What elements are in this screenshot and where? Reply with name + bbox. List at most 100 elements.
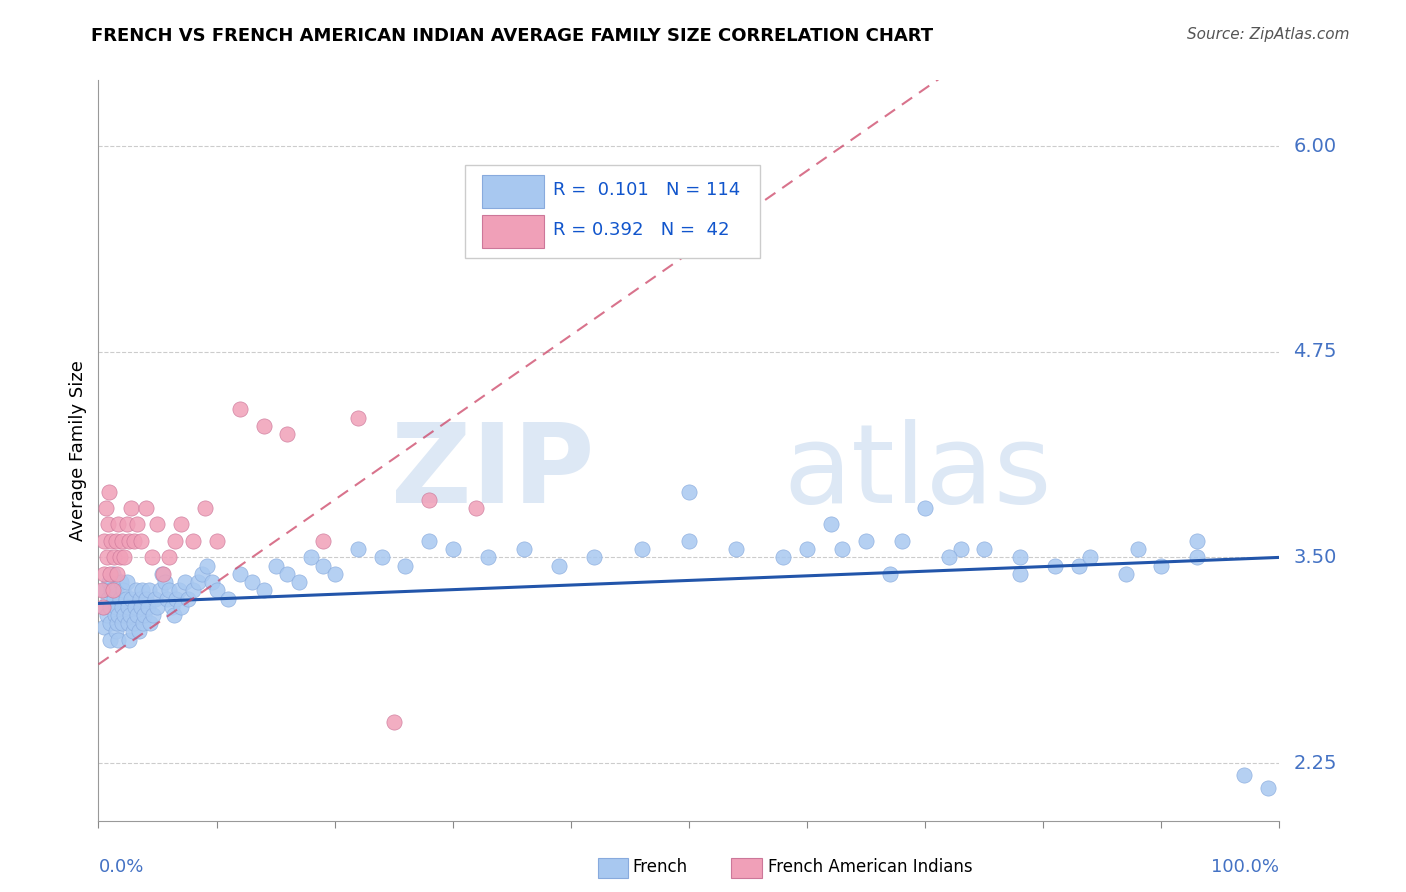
Point [121,501,143,516]
Point [1257,780,1279,795]
Point [108,550,131,565]
Point [93,566,115,581]
Point [418,492,440,507]
Point [1185,533,1208,548]
Point [127,517,149,532]
Point [93,533,115,548]
Point [217,591,239,606]
Point [177,591,200,606]
Point [879,566,901,581]
Point [548,558,571,573]
Text: 0.0%: 0.0% [98,858,143,876]
Point [135,501,157,516]
Text: 100.0%: 100.0% [1212,858,1279,876]
Point [157,550,180,565]
Point [229,566,252,581]
Point [91,599,114,614]
Point [229,402,252,417]
Point [583,550,606,565]
Point [122,616,145,631]
Point [855,533,877,548]
Point [156,591,179,606]
Point [146,517,169,532]
Point [135,591,157,606]
Point [323,566,346,581]
Point [167,583,190,598]
Point [121,624,143,639]
Point [110,575,132,590]
Point [104,607,127,622]
Point [91,583,114,598]
Text: 6.00: 6.00 [1294,136,1337,155]
Point [105,624,128,639]
Point [127,607,149,622]
Point [105,566,128,581]
Point [111,616,134,631]
Point [132,616,155,631]
Point [94,501,117,516]
Point [129,599,152,614]
Point [128,591,150,606]
Text: French: French [633,858,688,876]
Point [129,533,152,548]
Point [725,542,748,557]
Point [831,542,853,557]
Point [477,550,499,565]
Point [111,533,134,548]
Point [107,517,129,532]
Point [181,533,204,548]
Point [1080,550,1102,565]
Point [465,501,488,516]
Point [170,517,193,532]
Point [139,616,162,631]
Point [98,575,121,590]
Point [149,583,172,598]
Point [101,566,124,581]
Point [1126,542,1149,557]
Point [194,501,217,516]
Point [205,533,228,548]
Point [264,558,287,573]
Point [96,607,118,622]
Point [299,550,322,565]
Point [441,542,464,557]
Point [105,533,128,548]
Point [253,583,276,598]
Point [276,566,298,581]
Point [114,591,136,606]
Point [105,616,128,631]
Point [108,591,131,606]
Point [253,418,276,433]
Point [125,583,148,598]
Point [938,550,960,565]
Point [201,575,224,590]
Point [118,632,141,647]
Point [143,591,166,606]
Point [131,583,153,598]
Point [136,599,159,614]
Point [105,599,128,614]
Point [103,550,125,565]
Text: FRENCH VS FRENCH AMERICAN INDIAN AVERAGE FAMILY SIZE CORRELATION CHART: FRENCH VS FRENCH AMERICAN INDIAN AVERAGE… [91,27,934,45]
Point [93,599,115,614]
Point [820,517,842,532]
Point [312,533,335,548]
Point [165,591,187,606]
Y-axis label: Average Family Size: Average Family Size [69,360,87,541]
Text: atlas: atlas [783,419,1052,526]
Point [512,542,534,557]
Point [371,550,394,565]
Point [101,583,124,598]
Point [111,599,134,614]
Point [914,501,936,516]
Point [96,550,118,565]
Point [120,607,142,622]
Point [1185,550,1208,565]
Point [949,542,972,557]
Text: 3.50: 3.50 [1294,548,1337,567]
Point [153,575,176,590]
Point [276,427,298,442]
Text: R =  0.101   N = 114: R = 0.101 N = 114 [553,181,741,199]
Point [142,607,165,622]
Point [98,566,121,581]
